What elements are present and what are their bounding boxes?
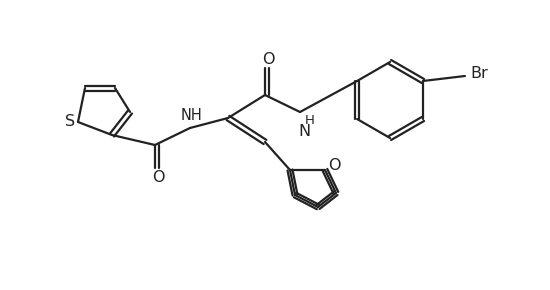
Text: N: N <box>298 124 310 139</box>
Text: S: S <box>65 115 75 130</box>
Text: O: O <box>152 169 164 184</box>
Text: O: O <box>262 52 274 66</box>
Text: H: H <box>305 113 315 126</box>
Text: O: O <box>328 159 340 173</box>
Text: NH: NH <box>181 108 203 122</box>
Text: Br: Br <box>470 66 488 81</box>
